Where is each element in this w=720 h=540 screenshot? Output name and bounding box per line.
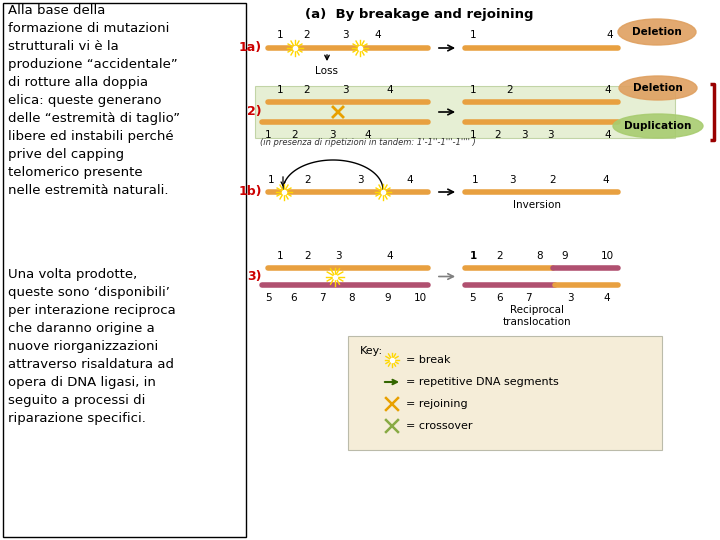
- Text: 4: 4: [607, 30, 613, 40]
- Text: 3: 3: [356, 175, 364, 185]
- Text: 2: 2: [497, 251, 503, 261]
- Text: Deletion: Deletion: [632, 27, 682, 37]
- Text: 9: 9: [384, 293, 391, 303]
- Text: 3: 3: [521, 130, 527, 140]
- Text: = repetitive DNA segments: = repetitive DNA segments: [406, 377, 559, 387]
- FancyBboxPatch shape: [3, 3, 246, 537]
- Text: 8: 8: [348, 293, 355, 303]
- Text: Loss: Loss: [315, 66, 338, 76]
- Text: 1: 1: [276, 251, 283, 261]
- Text: 2: 2: [495, 130, 501, 140]
- Text: Key:: Key:: [360, 346, 383, 356]
- Text: 4: 4: [407, 175, 413, 185]
- Text: 1: 1: [469, 251, 477, 261]
- Text: 2: 2: [304, 30, 310, 40]
- Text: 4: 4: [605, 130, 611, 140]
- Text: 1: 1: [472, 175, 478, 185]
- Text: 4: 4: [603, 175, 609, 185]
- Text: 4: 4: [387, 251, 393, 261]
- Ellipse shape: [613, 114, 703, 138]
- Text: 1a): 1a): [239, 42, 262, 55]
- FancyBboxPatch shape: [255, 86, 675, 138]
- Text: 3: 3: [567, 293, 573, 303]
- Text: 3: 3: [546, 130, 553, 140]
- Text: 1: 1: [469, 30, 477, 40]
- Text: Una volta prodotte,
queste sono ‘disponibili’
per interazione reciproca
che dara: Una volta prodotte, queste sono ‘disponi…: [8, 268, 176, 425]
- Text: 3): 3): [248, 270, 262, 283]
- Text: Reciprocal
translocation: Reciprocal translocation: [503, 305, 571, 327]
- Text: 4: 4: [605, 85, 611, 95]
- Text: 1: 1: [265, 130, 271, 140]
- Text: 3: 3: [342, 85, 348, 95]
- Text: 3: 3: [329, 130, 336, 140]
- Text: 1b): 1b): [238, 186, 262, 199]
- Ellipse shape: [618, 19, 696, 45]
- Text: 8: 8: [536, 251, 544, 261]
- Text: 2: 2: [549, 175, 557, 185]
- Text: 4: 4: [603, 293, 611, 303]
- Text: 7: 7: [525, 293, 531, 303]
- Text: = rejoining: = rejoining: [406, 399, 467, 409]
- Text: 5: 5: [469, 293, 477, 303]
- Text: Duplication: Duplication: [624, 121, 692, 131]
- Text: 6: 6: [497, 293, 503, 303]
- Text: 3: 3: [509, 175, 516, 185]
- Text: Inversion: Inversion: [513, 200, 561, 210]
- Text: 2: 2: [305, 175, 311, 185]
- Text: Deletion: Deletion: [633, 83, 683, 93]
- Text: 2: 2: [304, 85, 310, 95]
- Text: 2: 2: [305, 251, 311, 261]
- Text: 2): 2): [248, 105, 262, 118]
- Text: 2: 2: [507, 85, 513, 95]
- Text: = crossover: = crossover: [406, 421, 472, 431]
- Text: (a)  By breakage and rejoining: (a) By breakage and rejoining: [305, 8, 534, 21]
- Text: 10: 10: [600, 251, 613, 261]
- Text: 1: 1: [276, 85, 283, 95]
- Text: 4: 4: [387, 85, 393, 95]
- Text: 6: 6: [291, 293, 297, 303]
- FancyBboxPatch shape: [348, 336, 662, 450]
- Text: 1: 1: [469, 85, 477, 95]
- Text: 4: 4: [374, 30, 382, 40]
- Text: Alla base della
formazione di mutazioni
strutturali vi è la
produzione “accident: Alla base della formazione di mutazioni …: [8, 4, 180, 197]
- Text: 3: 3: [342, 30, 348, 40]
- Text: (in presenza di ripetizioni in tandem: 1'-1''-1'''-1'''' ): (in presenza di ripetizioni in tandem: 1…: [260, 138, 476, 147]
- Text: 1: 1: [276, 30, 283, 40]
- Text: 9: 9: [562, 251, 568, 261]
- Ellipse shape: [619, 76, 697, 100]
- Text: 5: 5: [265, 293, 271, 303]
- Text: 3: 3: [335, 251, 341, 261]
- Text: 1: 1: [268, 175, 274, 185]
- Text: 1: 1: [469, 130, 477, 140]
- Text: 4: 4: [365, 130, 372, 140]
- Text: 2: 2: [292, 130, 298, 140]
- Text: 10: 10: [413, 293, 426, 303]
- Text: = break: = break: [406, 355, 451, 365]
- Text: 7: 7: [319, 293, 325, 303]
